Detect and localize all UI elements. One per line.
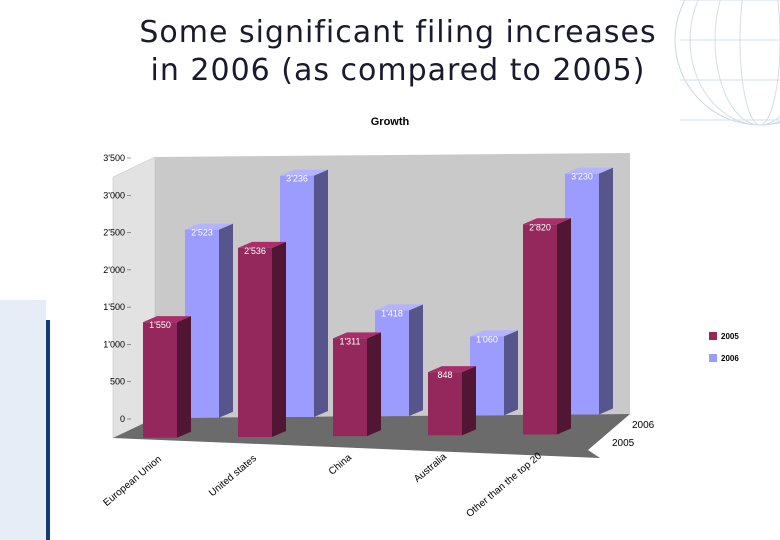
globe-meridian — [739, 0, 780, 126]
data-label-2006: 1'418 — [381, 308, 403, 318]
left-decor-edge — [46, 320, 50, 540]
left-decor-panel — [0, 300, 46, 540]
category-labels: European Union United states China Australi… — [101, 450, 544, 519]
bar-2006-top — [185, 223, 233, 230]
bar-2005-side — [557, 218, 571, 435]
bar-2005-top — [143, 316, 191, 323]
y-tick-label: 1'000 — [103, 339, 125, 349]
slide-title-line1: Some significant filing increases — [139, 15, 657, 50]
bar-2005-front — [523, 224, 557, 435]
category-label: Australia — [412, 451, 449, 485]
y-tick-label: 500 — [110, 377, 125, 387]
legend-swatch — [709, 332, 717, 340]
y-tick-label: 2'000 — [103, 265, 125, 275]
bar-2006-side — [599, 167, 613, 415]
bar-2006-side — [409, 304, 423, 417]
y-axis: 0 500 1'000 1'500 2'000 2'500 3'000 3'500 — [103, 153, 131, 424]
bar-2006-top — [470, 330, 518, 337]
y-tick-label: 0 — [120, 414, 125, 424]
bar-2005-front — [238, 247, 272, 437]
legend: 2005 2006 — [709, 332, 739, 363]
globe-meridian — [689, 0, 780, 126]
bar-2006-top — [565, 167, 613, 174]
data-label-2006: 1'060 — [476, 334, 498, 344]
bar-2006-top — [375, 304, 423, 311]
bar-2005-top — [523, 218, 571, 225]
data-labels: 2'523 3'236 1'418 1'060 3'230 1'550 2'536 1'311… — [149, 172, 593, 380]
data-label-2005: 1'311 — [339, 336, 360, 346]
category-label: China — [327, 452, 354, 478]
legend-label: 2006 — [721, 354, 739, 363]
bar-2005-side — [462, 366, 476, 436]
bars — [143, 167, 613, 438]
slide-title: Some significant filing increases in 200… — [118, 14, 678, 90]
bar-2005-side — [272, 241, 286, 437]
data-label-2005: 1'550 — [149, 320, 171, 330]
chart-title: Growth — [371, 116, 410, 128]
category-label: European Union — [101, 454, 163, 509]
bar-2006-side — [219, 223, 233, 418]
y-tick-label: 2'500 — [103, 228, 125, 238]
category-label: United states — [207, 453, 259, 499]
bar-2006-top — [280, 169, 328, 176]
bar-2005-top — [333, 332, 381, 339]
depth-label: 2006 — [632, 420, 655, 431]
bar-2005-top — [428, 366, 476, 373]
bar-2005-side — [367, 332, 381, 437]
data-label-2005: 848 — [437, 370, 452, 380]
data-label-2006: 2'523 — [191, 228, 213, 238]
bar-2005-front — [333, 338, 367, 437]
globe-outline — [674, 0, 780, 126]
legend-label: 2005 — [721, 332, 739, 341]
legend-swatch — [709, 354, 717, 362]
data-label-2005: 2'820 — [529, 222, 551, 232]
slide-title-line2: in 2006 (as compared to 2005) — [150, 53, 646, 88]
bar-2006-side — [504, 330, 518, 416]
bar-2006-side — [314, 169, 328, 417]
data-label-2006: 3'230 — [571, 172, 593, 182]
data-label-2006: 3'236 — [286, 174, 308, 184]
data-label-2005: 2'536 — [244, 246, 266, 256]
y-tick-label: 3'500 — [103, 153, 125, 163]
globe-decoration — [674, 0, 780, 126]
depth-label: 2005 — [612, 438, 635, 449]
bar-2005-side — [177, 316, 191, 438]
bar-2005-top — [238, 241, 286, 248]
bar-2005-front — [143, 322, 177, 438]
y-tick-label: 3'000 — [103, 190, 125, 200]
category-label: Other than the top 20 — [464, 450, 544, 519]
bar-2005-front — [428, 372, 462, 436]
y-tick-label: 1'500 — [103, 302, 125, 312]
